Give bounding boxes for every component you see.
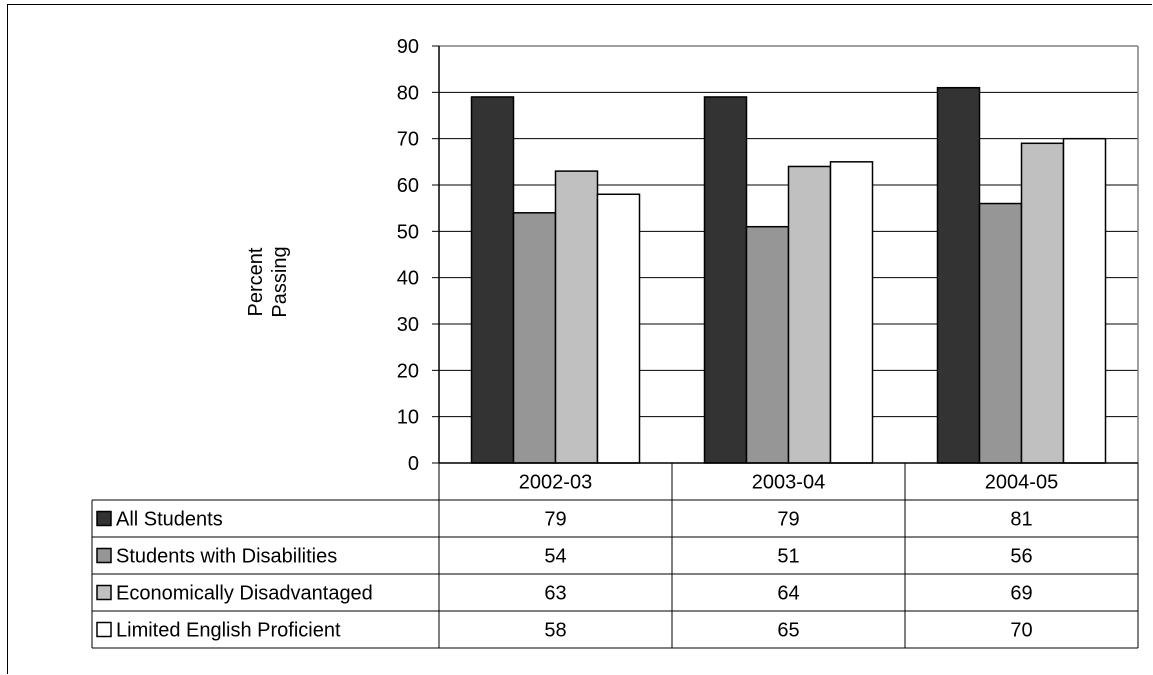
legend-label: Limited English Proficient <box>116 620 341 642</box>
bar <box>829 161 874 464</box>
y-tick-label: 30 <box>397 314 419 336</box>
data-value: 58 <box>544 620 566 642</box>
legend-label: All Students <box>116 509 223 531</box>
y-tick-label: 20 <box>397 360 419 382</box>
data-value: 70 <box>1010 620 1032 642</box>
data-value: 79 <box>544 509 566 531</box>
legend-label: Economically Disadvantaged <box>116 583 373 605</box>
y-tick-label: 10 <box>397 407 419 429</box>
y-tick-label: 0 <box>408 453 419 475</box>
category-label: 2002-03 <box>519 472 592 494</box>
data-value: 69 <box>1010 583 1032 605</box>
data-value: 64 <box>777 583 799 605</box>
bar <box>787 165 832 464</box>
bar <box>936 86 981 464</box>
data-value: 81 <box>1010 509 1032 531</box>
y-tick-label: 60 <box>397 175 419 197</box>
bar <box>512 212 557 464</box>
legend-swatch <box>96 547 112 564</box>
bar <box>596 193 641 464</box>
legend-swatch <box>96 584 112 601</box>
data-value: 79 <box>777 509 799 531</box>
bar <box>745 225 790 464</box>
category-label: 2003-04 <box>752 472 825 494</box>
legend-swatch <box>96 510 112 527</box>
bar <box>978 202 1023 464</box>
bar <box>470 96 515 464</box>
data-value: 65 <box>777 620 799 642</box>
data-value: 56 <box>1010 546 1032 568</box>
y-tick-label: 90 <box>397 36 419 58</box>
bar <box>1020 142 1065 464</box>
data-value: 54 <box>544 546 566 568</box>
y-tick-label: 70 <box>397 129 419 151</box>
y-tick-label: 40 <box>397 268 419 290</box>
bar <box>554 170 599 464</box>
bar <box>703 96 748 464</box>
y-tick-label: 50 <box>397 221 419 243</box>
bar <box>1062 137 1107 464</box>
legend-swatch <box>96 621 112 638</box>
category-label: 2004-05 <box>985 472 1058 494</box>
data-value: 51 <box>777 546 799 568</box>
y-tick-label: 80 <box>397 82 419 104</box>
legend-label: Students with Disabilities <box>116 546 337 568</box>
data-value: 63 <box>544 583 566 605</box>
chart-frame <box>7 4 1152 674</box>
